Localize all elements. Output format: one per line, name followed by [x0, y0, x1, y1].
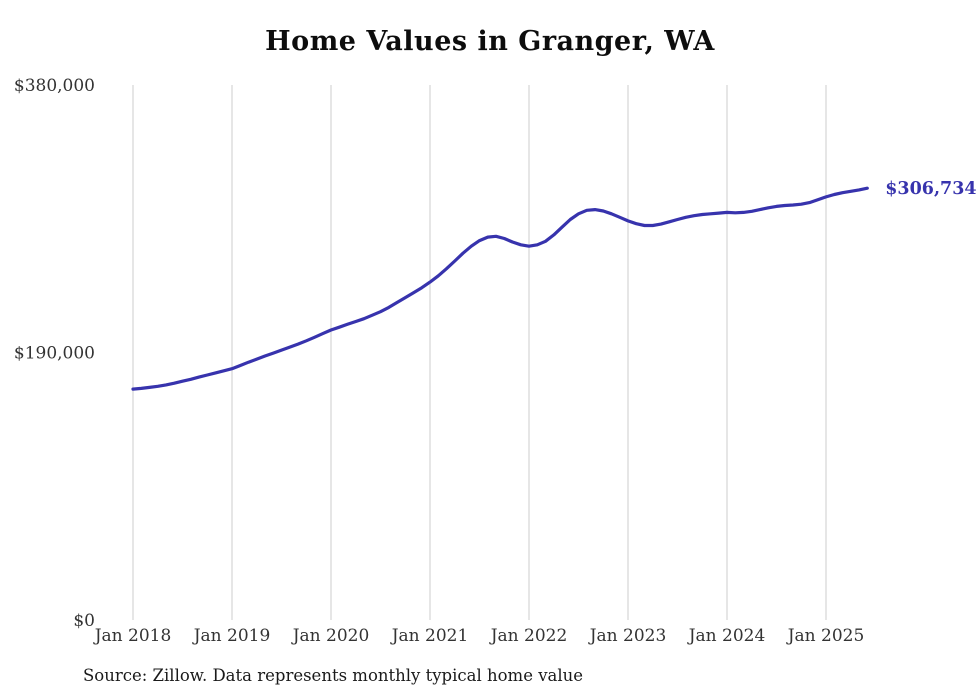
x-tick-label: Jan 2020 [291, 626, 370, 646]
x-tick-label: Jan 2024 [687, 626, 766, 646]
chart-title: Home Values in Granger, WA [265, 26, 715, 57]
x-tick-label: Jan 2022 [489, 626, 568, 646]
value-line [131, 186, 869, 391]
y-tick-label: $190,000 [14, 344, 95, 364]
x-tick-label: Jan 2019 [192, 626, 271, 646]
end-value-label: $306,734 [885, 179, 976, 199]
x-tick-label: Jan 2018 [93, 626, 172, 646]
x-tick-label: Jan 2025 [786, 626, 865, 646]
source-note: Source: Zillow. Data represents monthly … [83, 666, 584, 685]
y-tick-label: $0 [73, 611, 95, 631]
x-tick-label: Jan 2023 [588, 626, 667, 646]
y-tick-label: $380,000 [14, 76, 95, 96]
x-tick-label: Jan 2021 [390, 626, 469, 646]
